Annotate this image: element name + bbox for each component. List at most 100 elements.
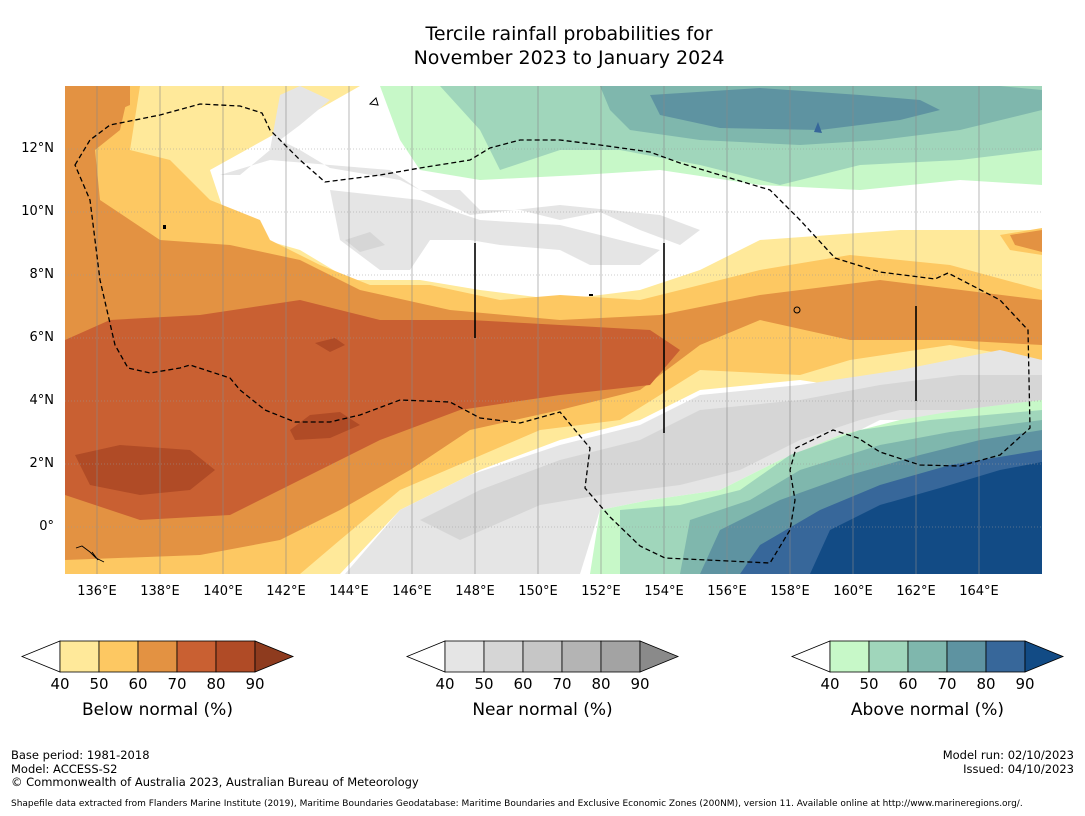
lon-label-146e: 146°E xyxy=(392,584,432,599)
above-tick-60: 60 xyxy=(898,675,918,693)
lon-label-158e: 158°E xyxy=(770,584,810,599)
above-tick-70: 70 xyxy=(937,675,957,693)
near-normal-patch xyxy=(345,232,385,252)
below-normal-80-region xyxy=(65,300,680,520)
near-colorbar-max-arrow xyxy=(639,640,680,673)
shapefile-credit: Shapefile data extracted from Flanders M… xyxy=(11,799,1023,809)
lon-label-136e: 136°E xyxy=(77,584,117,599)
base-period-text: Base period: 1981-2018 xyxy=(11,748,150,762)
near-colorbar-min-arrow xyxy=(405,640,446,673)
lat-label-10n: 10°N xyxy=(21,204,54,219)
below-colorbar-max-arrow xyxy=(254,640,295,673)
lat-label-4n: 4°N xyxy=(29,393,55,408)
map-title: Tercile rainfall probabilities for Novem… xyxy=(0,22,1085,70)
lon-label-144e: 144°E xyxy=(329,584,369,599)
island-ring xyxy=(793,306,801,314)
near-tick-60: 60 xyxy=(513,675,533,693)
model-run-text: Model run: 02/10/2023 xyxy=(942,748,1074,762)
boundary-lines xyxy=(474,243,917,433)
map-title-line2: November 2023 to January 2024 xyxy=(413,47,725,69)
below-tick-90: 90 xyxy=(245,675,265,693)
above-colorbar-max-arrow xyxy=(1024,640,1065,673)
eez-boundary xyxy=(74,103,1031,564)
above-colorbar-segment xyxy=(868,640,909,673)
near-colorbar-segment xyxy=(444,640,485,673)
above-colorbar-segment xyxy=(829,640,870,673)
below-tick-40: 40 xyxy=(50,675,70,693)
lat-label-8n: 8°N xyxy=(29,267,55,282)
below-colorbar-segment xyxy=(137,640,178,673)
below-tick-60: 60 xyxy=(128,675,148,693)
near-normal-central-region xyxy=(330,190,660,270)
above-colorbar-title: Above normal (%) xyxy=(850,700,1005,720)
lat-gridlines xyxy=(65,148,1042,528)
lon-label-164e: 164°E xyxy=(959,584,999,599)
lat-label-0: 0° xyxy=(39,519,54,534)
lon-label-160e: 160°E xyxy=(833,584,873,599)
above-normal-colorbar xyxy=(790,640,1065,673)
below-colorbar-segment xyxy=(215,640,256,673)
rainfall-probability-map xyxy=(65,86,1042,574)
near-tick-70: 70 xyxy=(552,675,572,693)
lon-label-154e: 154°E xyxy=(644,584,684,599)
lon-label-140e: 140°E xyxy=(203,584,243,599)
near-normal-north-region xyxy=(220,86,700,245)
near-colorbar-segment xyxy=(600,640,641,673)
below-normal-upper-left xyxy=(65,86,130,125)
above-colorbar-segment xyxy=(907,640,948,673)
near-colorbar-title: Near normal (%) xyxy=(472,700,613,720)
near-colorbar-segment xyxy=(561,640,602,673)
below-tick-50: 50 xyxy=(89,675,109,693)
near-tick-80: 80 xyxy=(591,675,611,693)
island-mark xyxy=(368,97,379,106)
below-colorbar-min-arrow xyxy=(20,640,61,673)
near-normal-60-region xyxy=(420,375,1042,540)
below-colorbar-title: Below normal (%) xyxy=(82,700,233,720)
near-tick-50: 50 xyxy=(474,675,494,693)
footer-right: Model run: 02/10/2023 Issued: 04/10/2023 xyxy=(942,748,1074,776)
below-colorbar-segment xyxy=(176,640,217,673)
below-normal-right-70 xyxy=(1010,230,1042,252)
above-colorbar-segment xyxy=(985,640,1026,673)
above-tick-40: 40 xyxy=(820,675,840,693)
lon-label-162e: 162°E xyxy=(896,584,936,599)
above-colorbar-segment xyxy=(946,640,987,673)
lon-label-142e: 142°E xyxy=(266,584,306,599)
copyright-text: © Commonwealth of Australia 2023, Austra… xyxy=(11,775,419,789)
island-blue xyxy=(814,122,822,133)
above-tick-80: 80 xyxy=(976,675,996,693)
issued-text: Issued: 04/10/2023 xyxy=(963,761,1074,776)
island-dot xyxy=(163,225,166,229)
above-normal-south-95 xyxy=(810,462,1042,574)
lat-label-6n: 6°N xyxy=(29,330,55,345)
map-title-line1: Tercile rainfall probabilities for xyxy=(425,23,713,45)
model-text: Model: ACCESS-S2 xyxy=(11,761,118,776)
above-normal-north-70b xyxy=(650,88,940,130)
below-normal-colorbar xyxy=(20,640,295,673)
lon-label-138e: 138°E xyxy=(140,584,180,599)
lat-label-2n: 2°N xyxy=(29,456,55,471)
below-colorbar-segment xyxy=(98,640,139,673)
island-dot-2 xyxy=(589,294,593,296)
above-tick-90: 90 xyxy=(1015,675,1035,693)
below-tick-80: 80 xyxy=(206,675,226,693)
above-tick-50: 50 xyxy=(859,675,879,693)
lon-label-152e: 152°E xyxy=(581,584,621,599)
footer-left: Base period: 1981-2018 Model: ACCESS-S2 … xyxy=(11,748,419,790)
below-normal-90-patch-2 xyxy=(315,338,345,352)
above-colorbar-min-arrow xyxy=(790,640,831,673)
lat-label-12n: 12°N xyxy=(21,141,54,156)
lon-label-156e: 156°E xyxy=(707,584,747,599)
near-tick-40: 40 xyxy=(435,675,455,693)
lon-label-150e: 150°E xyxy=(518,584,558,599)
below-normal-90-region xyxy=(75,445,215,495)
below-tick-70: 70 xyxy=(167,675,187,693)
near-colorbar-segment xyxy=(483,640,524,673)
map-field xyxy=(65,86,1042,574)
near-tick-90: 90 xyxy=(630,675,650,693)
near-normal-colorbar xyxy=(405,640,680,673)
lon-label-148e: 148°E xyxy=(455,584,495,599)
near-colorbar-segment xyxy=(522,640,563,673)
below-colorbar-segment xyxy=(59,640,100,673)
island-cluster xyxy=(75,545,105,563)
